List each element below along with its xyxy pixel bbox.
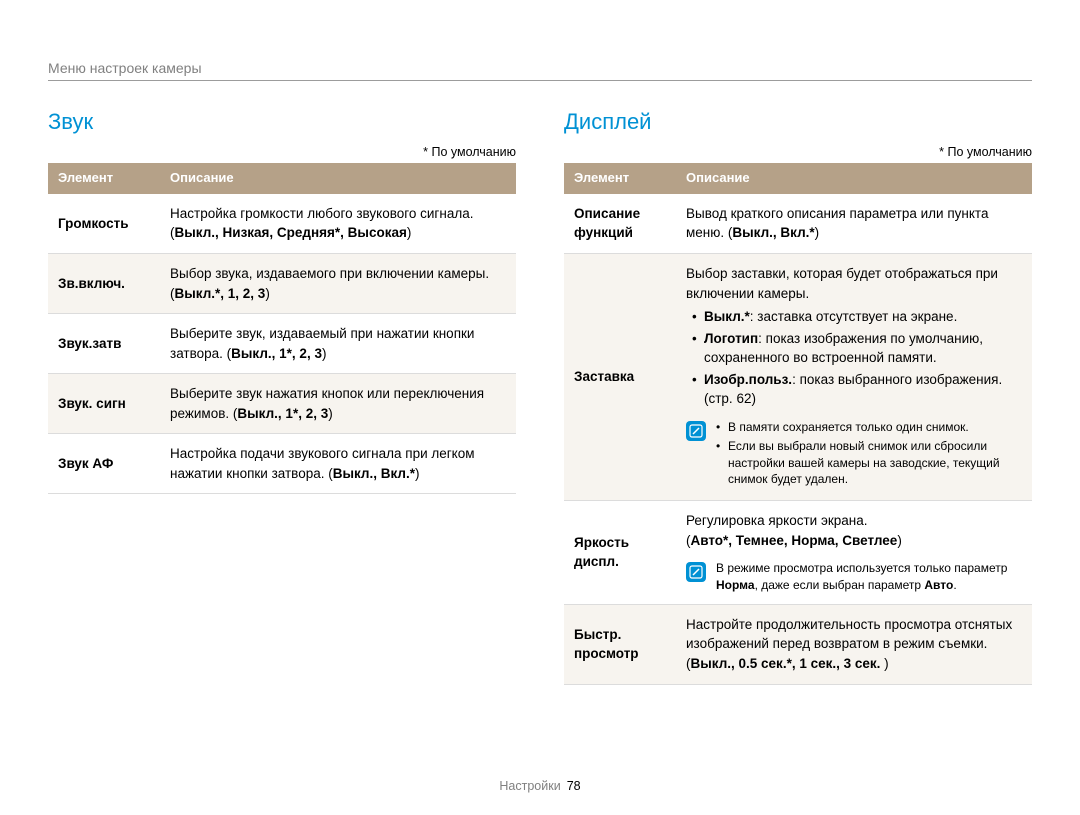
table-row: Звук. сигн Выберите звук нажатия кнопок … [48,374,516,434]
col-element: Элемент [564,163,676,194]
desc-text: Настройка громкости любого звукового сиг… [170,206,473,221]
note-text: В режиме просмотра используется только п… [716,560,1022,594]
note-span: , даже если выбран параметр [755,578,925,592]
col-description: Описание [676,163,1032,194]
note-box: В памяти сохраняется только один снимок.… [686,419,1022,490]
section-sound: Звук * По умолчанию Элемент Описание Гро… [48,109,516,685]
columns-container: Звук * По умолчанию Элемент Описание Гро… [48,109,1032,685]
section-display: Дисплей * По умолчанию Элемент Описание … [564,109,1032,685]
footer-page-number: 78 [567,779,581,793]
footer-label: Настройки [499,779,560,793]
opts-text: Выкл., 1*, 2, 3 [237,406,328,421]
row-name: Звук. сигн [48,374,160,434]
table-row: Заставка Выбор заставки, которая будет о… [564,253,1032,500]
row-desc: Настройте продолжительность просмотра от… [676,604,1032,684]
bullet-text: : заставка отсутствует на экране. [750,309,958,324]
breadcrumb: Меню настроек камеры [48,60,1032,81]
row-desc: Выбор заставки, которая будет отображать… [676,253,1032,500]
opts-text: Выкл., 1*, 2, 3 [231,346,322,361]
section-title-sound: Звук [48,109,516,135]
note-span: Авто [924,578,953,592]
bullet-label: Логотип [704,331,758,346]
note-item: В памяти сохраняется только один снимок. [716,419,1022,436]
desc-text: Регулировка яркости экрана. [686,513,868,528]
list-item: Изобр.польз.: показ выбранного изображен… [692,370,1022,409]
row-name: Зв.включ. [48,253,160,313]
bullet-label: Выкл.* [704,309,750,324]
table-row: Быстр. просмотр Настройте продолжительно… [564,604,1032,684]
row-desc: Регулировка яркости экрана. (Авто*, Темн… [676,501,1032,605]
row-desc: Настройка громкости любого звукового сиг… [160,194,516,254]
note-list: В памяти сохраняется только один снимок.… [716,419,1022,490]
display-table: Элемент Описание Описание функций Вывод … [564,163,1032,685]
col-element: Элемент [48,163,160,194]
col-description: Описание [160,163,516,194]
table-row: Звук АФ Настройка подачи звукового сигна… [48,434,516,494]
bullet-label: Изобр.польз. [704,372,792,387]
row-name: Громкость [48,194,160,254]
table-header-row: Элемент Описание [48,163,516,194]
note-span: В режиме просмотра используется только п… [716,561,1007,575]
opts-text: Выкл.*, 1, 2, 3 [175,286,266,301]
row-desc: Выбор звука, издаваемого при включении к… [160,253,516,313]
desc-text: ) [328,406,333,421]
table-row: Громкость Настройка громкости любого зву… [48,194,516,254]
note-box: В режиме просмотра используется только п… [686,560,1022,594]
desc-text: ) [415,466,420,481]
note-span: Норма [716,578,755,592]
table-row: Звук.затв Выберите звук, издаваемый при … [48,314,516,374]
note-icon [686,562,706,582]
note-icon [686,421,706,441]
desc-text: Настройка подачи звукового сигнала при л… [170,446,475,481]
row-name: Описание функций [564,194,676,254]
row-name: Быстр. просмотр [564,604,676,684]
opts-text: Выкл., Вкл.* [333,466,415,481]
row-name: Звук АФ [48,434,160,494]
table-row: Зв.включ. Выбор звука, издаваемого при в… [48,253,516,313]
bullet-list: Выкл.*: заставка отсутствует на экране. … [686,307,1022,409]
opts-text: Выкл., 0.5 сек.*, 1 сек., 3 сек. [691,656,885,671]
row-desc: Вывод краткого описания параметра или пу… [676,194,1032,254]
opts-text: Авто*, Темнее, Норма, Светлее [691,533,898,548]
list-item: Выкл.*: заставка отсутствует на экране. [692,307,1022,327]
sound-table: Элемент Описание Громкость Настройка гро… [48,163,516,494]
desc-text: ) [884,656,889,671]
default-note: * По умолчанию [48,145,516,159]
opts-text: Выкл., Вкл.* [732,225,814,240]
table-header-row: Элемент Описание [564,163,1032,194]
default-note: * По умолчанию [564,145,1032,159]
row-name: Яркость диспл. [564,501,676,605]
desc-text: ) [322,346,327,361]
section-title-display: Дисплей [564,109,1032,135]
list-item: Логотип: показ изображения по умолчанию,… [692,329,1022,368]
row-desc: Выберите звук нажатия кнопок или переклю… [160,374,516,434]
row-desc: Настройка подачи звукового сигнала при л… [160,434,516,494]
desc-text: ) [815,225,820,240]
note-span: . [953,578,956,592]
desc-text: Выбор заставки, которая будет отображать… [686,266,998,301]
row-desc: Выберите звук, издаваемый при нажатии кн… [160,314,516,374]
opts-text: Выкл., Низкая, Средняя*, Высокая [175,225,407,240]
table-row: Описание функций Вывод краткого описания… [564,194,1032,254]
table-row: Яркость диспл. Регулировка яркости экран… [564,501,1032,605]
desc-text: ) [265,286,270,301]
page-footer: Настройки 78 [0,779,1080,793]
page-content: Меню настроек камеры Звук * По умолчанию… [0,0,1080,685]
note-item: Если вы выбрали новый снимок или сбросил… [716,438,1022,488]
row-name: Звук.затв [48,314,160,374]
row-name: Заставка [564,253,676,500]
